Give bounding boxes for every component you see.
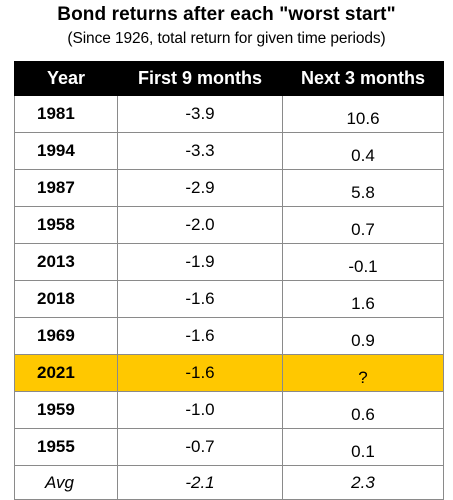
table-row: 1959 -1.0 0.6 xyxy=(14,391,444,429)
table-row-average: Avg -2.1 2.3 xyxy=(14,465,444,500)
first-9-months-cell: -1.6 xyxy=(117,354,283,392)
first-9-months-cell: -1.6 xyxy=(117,317,283,355)
next-3-months-cell: 0.6 xyxy=(282,391,444,429)
first-9-months-cell: -0.7 xyxy=(117,428,283,466)
bond-returns-table: Year First 9 months Next 3 months 1981 -… xyxy=(14,61,444,500)
column-header-year: Year xyxy=(14,61,118,96)
year-cell: 1987 xyxy=(14,169,118,207)
year-cell: 1994 xyxy=(14,132,118,170)
first-9-months-cell: -2.9 xyxy=(117,169,283,207)
next-3-months-cell: 0.7 xyxy=(282,206,444,244)
column-header-next-3-months: Next 3 months xyxy=(282,61,444,96)
first-9-months-cell: -3.3 xyxy=(117,132,283,170)
table-row: 2013 -1.9 -0.1 xyxy=(14,243,444,281)
table-header-row: Year First 9 months Next 3 months xyxy=(14,61,444,96)
first-9-months-cell: -1.0 xyxy=(117,391,283,429)
first-9-months-cell: -1.9 xyxy=(117,243,283,281)
average-next-3-months-cell: 2.3 xyxy=(282,465,444,500)
chart-subtitle: (Since 1926, total return for given time… xyxy=(67,30,386,47)
year-cell: 2021 xyxy=(14,354,118,392)
average-label-cell: Avg xyxy=(14,465,118,500)
next-3-months-cell: 0.9 xyxy=(282,317,444,355)
year-cell: 1958 xyxy=(14,206,118,244)
table-row: 1969 -1.6 0.9 xyxy=(14,317,444,355)
next-3-months-cell: -0.1 xyxy=(282,243,444,281)
first-9-months-cell: -1.6 xyxy=(117,280,283,318)
first-9-months-cell: -3.9 xyxy=(117,95,283,133)
year-cell: 2018 xyxy=(14,280,118,318)
year-cell: 1981 xyxy=(14,95,118,133)
year-cell: 2013 xyxy=(14,243,118,281)
next-3-months-cell: 10.6 xyxy=(282,95,444,133)
table-row: 1955 -0.7 0.1 xyxy=(14,428,444,466)
next-3-months-cell: 0.1 xyxy=(282,428,444,466)
next-3-months-cell: 5.8 xyxy=(282,169,444,207)
next-3-months-cell: 0.4 xyxy=(282,132,444,170)
average-first-9-months-cell: -2.1 xyxy=(117,465,283,500)
table-row: 1981 -3.9 10.6 xyxy=(14,95,444,133)
next-3-months-cell: 1.6 xyxy=(282,280,444,318)
year-cell: 1955 xyxy=(14,428,118,466)
table-row-highlighted: 2021 -1.6 ? xyxy=(14,354,444,392)
table-row: 1994 -3.3 0.4 xyxy=(14,132,444,170)
table-row: 1958 -2.0 0.7 xyxy=(14,206,444,244)
column-header-first-9-months: First 9 months xyxy=(117,61,283,96)
next-3-months-cell: ? xyxy=(282,354,444,392)
year-cell: 1969 xyxy=(14,317,118,355)
year-cell: 1959 xyxy=(14,391,118,429)
first-9-months-cell: -2.0 xyxy=(117,206,283,244)
chart-title: Bond returns after each "worst start" xyxy=(57,4,396,25)
table-row: 1987 -2.9 5.8 xyxy=(14,169,444,207)
table-row: 2018 -1.6 1.6 xyxy=(14,280,444,318)
